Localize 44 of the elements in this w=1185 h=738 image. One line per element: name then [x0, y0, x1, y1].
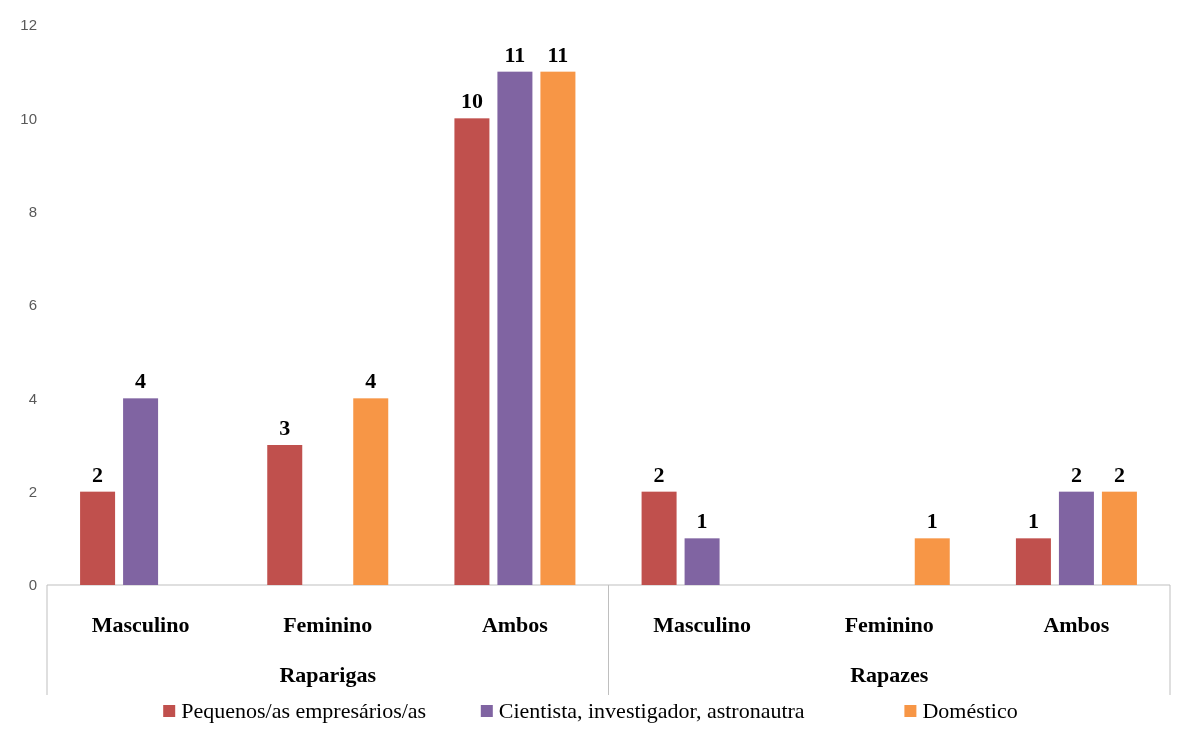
y-tick-label: 6 — [28, 296, 37, 314]
y-tick-label: 10 — [20, 109, 37, 127]
data-label: 4 — [365, 368, 377, 394]
bar — [641, 491, 677, 585]
data-label: 10 — [460, 88, 483, 114]
data-label: 4 — [135, 368, 147, 394]
bar — [80, 491, 116, 585]
y-tick-label: 12 — [20, 16, 37, 34]
x-tick-label: Feminino — [283, 612, 373, 637]
legend-label: Pequenos/as empresários/as — [181, 698, 427, 723]
bar — [914, 538, 950, 585]
text: Rapazes — [850, 662, 929, 687]
x-tick-label: Masculino — [653, 612, 751, 637]
bar — [267, 445, 303, 585]
y-tick-label: 8 — [28, 202, 37, 220]
data-label: 2 — [653, 461, 665, 487]
data-label: 1 — [1027, 508, 1039, 534]
x-tick-label: Masculino — [91, 612, 190, 637]
data-label: 3 — [279, 415, 291, 440]
bar — [353, 398, 389, 585]
text: Raparigas — [279, 662, 377, 687]
bar — [1058, 491, 1094, 585]
data-label: 1 — [926, 508, 938, 534]
bar — [123, 398, 159, 585]
legend-label: Doméstico — [922, 698, 1018, 723]
data-label: 2 — [1070, 461, 1082, 487]
data-label: 2 — [92, 461, 104, 487]
data-label: 11 — [504, 41, 526, 67]
bar — [454, 118, 490, 585]
y-tick-label: 2 — [28, 482, 37, 500]
bar — [540, 71, 576, 585]
bar — [1015, 538, 1051, 585]
x-tick-label: Feminino — [844, 612, 934, 637]
x-tick-label: Ambos — [481, 612, 549, 637]
data-label: 2 — [1113, 461, 1125, 487]
legend-label: Cientista, investigador, astronautra — [498, 698, 805, 723]
y-tick-label: 4 — [28, 389, 37, 407]
data-label: 11 — [547, 41, 569, 67]
bar — [1101, 491, 1137, 585]
data-label: 1 — [696, 508, 708, 534]
y-tick-label: 0 — [28, 576, 37, 594]
bar — [497, 71, 533, 585]
x-tick-label: Ambos — [1043, 612, 1110, 637]
bar — [684, 538, 720, 585]
